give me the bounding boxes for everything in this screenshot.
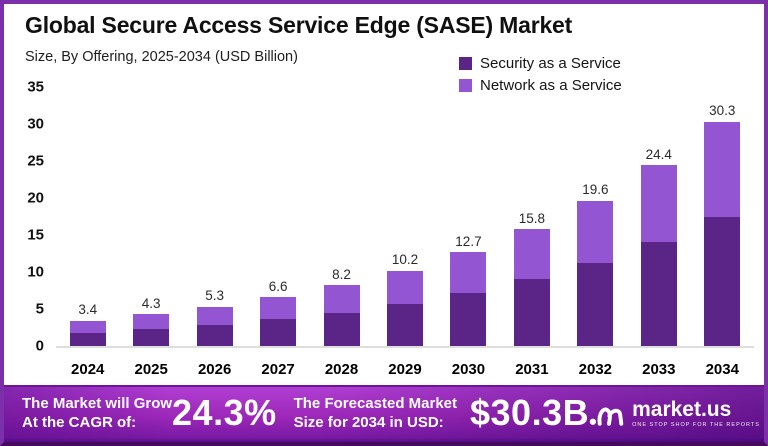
bar-total-label: 5.3 (205, 288, 225, 304)
bar-segment-network (513, 229, 550, 280)
bar-total-label: 3.4 (78, 302, 98, 318)
bar-segment-security (133, 328, 170, 346)
bar-segment-network (323, 285, 360, 313)
security-swatch-icon (459, 57, 472, 70)
bar-segment-security (513, 279, 550, 346)
y-axis-tick: 25 (27, 152, 44, 170)
x-axis-label: 2029 (388, 361, 422, 378)
forecast-caption-line2: Size for 2034 in USD: (293, 414, 444, 431)
bar-column-2034: 30.3 2034 (691, 87, 754, 377)
bar-total-label: 10.2 (391, 252, 419, 268)
legend-item-security: Security as a Service (459, 55, 622, 72)
marketus-logo: market.us ONE STOP SHOP FOR THE REPORTS (589, 399, 760, 428)
network-swatch-icon (459, 79, 472, 92)
bar-segment-network (704, 121, 741, 217)
forecast-caption: The Forecasted Market Size for 2034 in U… (294, 394, 457, 433)
bar-segment-security (386, 303, 423, 346)
bar-column-2032: 19.6 2032 (564, 87, 627, 377)
bar-column-2028: 8.2 2028 (310, 87, 373, 377)
y-axis-tick: 20 (27, 189, 44, 207)
bar-segment-security (577, 263, 614, 346)
page-title: Global Secure Access Service Edge (SASE)… (25, 12, 573, 38)
y-axis-tick: 10 (27, 263, 44, 281)
bar-column-2033: 24.4 2033 (627, 87, 690, 377)
bar-column-2025: 4.3 2025 (119, 87, 182, 377)
bar-total-label: 6.6 (268, 278, 288, 294)
logo-name: market.us (632, 397, 732, 421)
x-axis-label: 2032 (578, 361, 613, 378)
cagr-caption-line1: The Market will Grow (22, 394, 173, 412)
legend-label: Network as a Service (480, 77, 622, 94)
bar-total-label: 24.4 (645, 146, 672, 162)
bar-segment-security (704, 216, 741, 346)
legend-label: Security as a Service (480, 55, 621, 72)
x-axis-label: 2031 (515, 361, 549, 378)
bar-segment-network (640, 165, 677, 243)
bar-total-label: 8.2 (332, 266, 351, 282)
bar-segment-security (69, 332, 106, 346)
bar-segment-network (450, 252, 487, 293)
bar-segment-network (69, 320, 106, 333)
forecast-value: $30.3B (470, 392, 590, 433)
y-axis-tick: 5 (35, 300, 44, 318)
y-axis-tick: 15 (27, 226, 44, 244)
bar-segment-security (450, 292, 487, 346)
plot-area: 0 5 10 15 20 25 30 35 3.4 2024 4.3 2025 5.3 2026 6.6 20… (27, 80, 754, 377)
bar-total-label: 4.3 (141, 295, 161, 311)
bar-segment-network (386, 270, 423, 304)
logo-tagline: ONE STOP SHOP FOR THE REPORTS (632, 421, 760, 428)
x-axis-label: 2027 (261, 361, 295, 378)
x-axis-label: 2028 (324, 361, 359, 378)
bar-column-2029: 10.2 2029 (373, 87, 436, 377)
bar-column-2026: 5.3 2026 (183, 87, 246, 377)
bar-segment-network (260, 297, 297, 320)
bar-column-2031: 15.8 2031 (500, 87, 563, 377)
bar-segment-security (196, 324, 233, 346)
bar-column-2027: 6.6 2027 (246, 87, 309, 377)
bar-total-label: 12.7 (455, 233, 482, 249)
forecast-caption-line1: The Forecasted Market (293, 394, 457, 412)
bar-segment-network (133, 314, 170, 329)
x-axis-label: 2026 (197, 361, 232, 378)
cagr-caption-line2: At the CAGR of: (22, 414, 137, 431)
y-axis-tick: 30 (27, 115, 44, 133)
x-axis-label: 2024 (71, 361, 105, 378)
x-axis-label: 2030 (451, 361, 486, 378)
bar-segment-security (323, 312, 360, 346)
x-axis-label: 2034 (705, 361, 739, 378)
x-axis-label: 2025 (134, 361, 168, 378)
bar-segment-network (577, 200, 614, 264)
cagr-value: 24.3% (172, 392, 277, 433)
bar-total-label: 15.8 (518, 210, 546, 226)
bar-segment-network (196, 306, 233, 325)
footer-banner: The Market will Grow At the CAGR of: 24.… (4, 385, 764, 442)
y-axis-tick: 35 (27, 78, 44, 96)
bar-segment-security (260, 319, 297, 346)
bar-total-label: 19.6 (582, 182, 609, 198)
x-axis-label: 2033 (642, 361, 676, 378)
bar-total-label: 30.3 (709, 103, 736, 119)
marketus-logo-icon (589, 407, 624, 426)
y-axis-tick: 0 (35, 337, 44, 355)
cagr-caption: The Market will Grow At the CAGR of: (22, 394, 172, 433)
bar-column-2024: 3.4 2024 (56, 87, 119, 377)
bar-segment-security (640, 242, 677, 346)
marketus-logo-text: market.us ONE STOP SHOP FOR THE REPORTS (632, 399, 760, 428)
bar-column-2030: 12.7 2030 (437, 87, 500, 377)
legend: Security as a Service Network as a Servi… (459, 55, 622, 94)
legend-item-network: Network as a Service (459, 77, 622, 94)
chart-subtitle: Size, By Offering, 2025-2034 (USD Billio… (25, 49, 298, 65)
